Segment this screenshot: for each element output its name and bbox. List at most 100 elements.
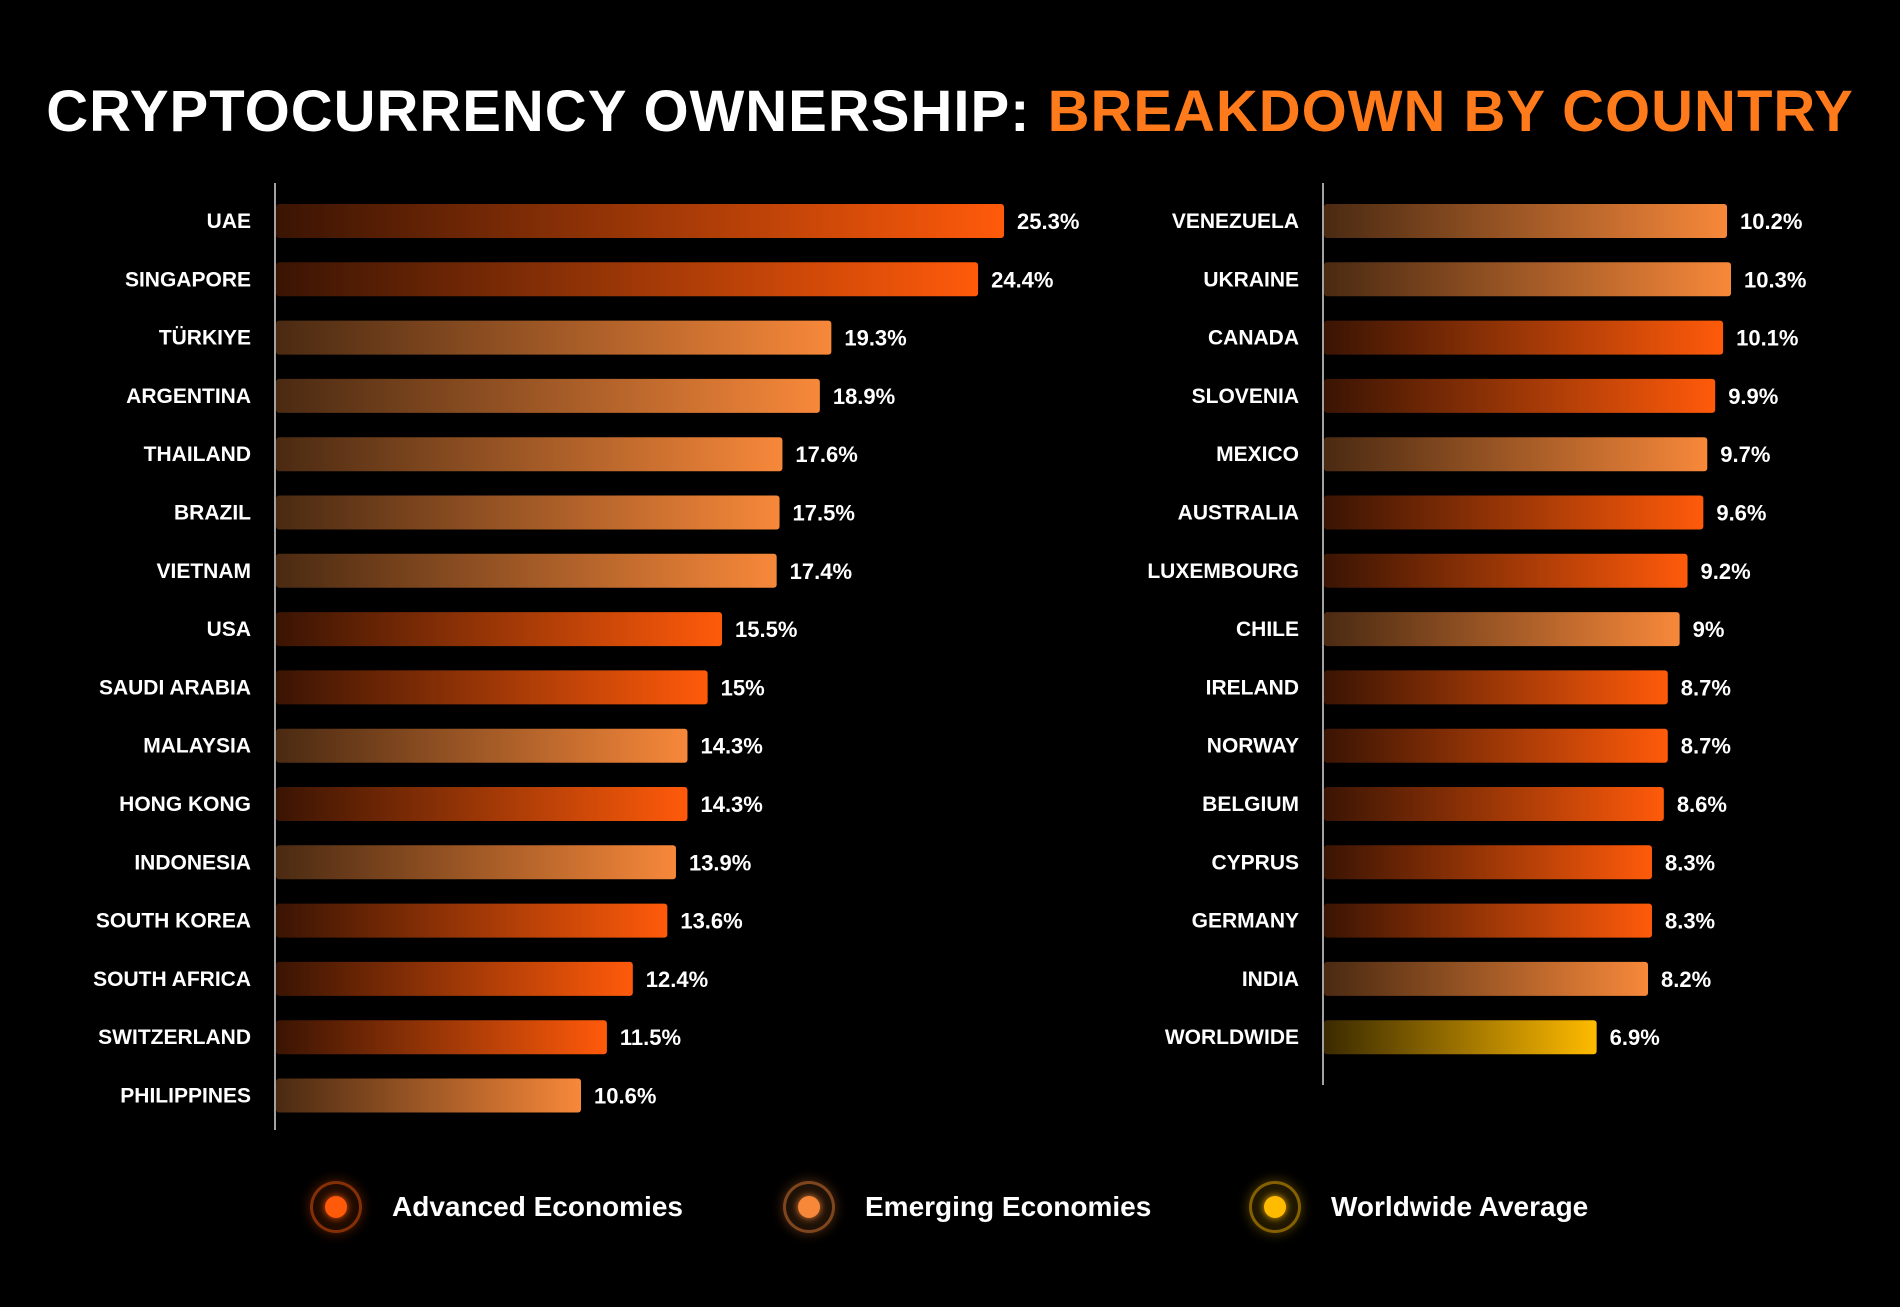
bar-chile [1324, 612, 1680, 647]
legend-label-emerging: Emerging Economies [865, 1191, 1152, 1222]
value-label-malaysia: 14.3% [700, 734, 762, 759]
bar-mexico [1324, 437, 1708, 472]
value-label-thailand: 17.6% [795, 442, 857, 467]
title-part-orange: BREAKDOWN BY COUNTRY [1047, 79, 1854, 144]
bar-philippines [276, 1078, 582, 1113]
value-label-canada: 10.1% [1736, 326, 1798, 351]
bar-south-africa [276, 961, 633, 996]
bar-vietnam [276, 553, 777, 588]
bar-australia [1324, 495, 1704, 530]
value-label-worldwide: 6.9% [1610, 1025, 1660, 1050]
value-label-hong-kong: 14.3% [700, 792, 762, 817]
category-label-vietnam: VIETNAM [157, 560, 252, 583]
category-label-ukraine: UKRAINE [1203, 268, 1299, 291]
category-label-singapore: SINGAPORE [125, 268, 251, 291]
legend-dot-advanced-icon [310, 1181, 362, 1233]
bar-germany [1324, 903, 1652, 938]
bar-usa [276, 612, 723, 647]
category-label-worldwide: WORLDWIDE [1165, 1026, 1299, 1049]
value-label-india: 8.2% [1661, 967, 1711, 992]
bar-slovenia [1324, 378, 1716, 413]
bar-cyprus [1324, 845, 1652, 880]
bar-thailand [276, 437, 783, 472]
chart-area: UAE 25.3% SINGAPORE 24.4% TÜRKIYE 19.3% ARGENT… [93, 183, 1806, 1130]
value-label-cyprus: 8.3% [1665, 850, 1715, 875]
bar-south-korea [276, 903, 668, 938]
bar-singapore [276, 262, 979, 297]
category-label-t-rkiye: TÜRKIYE [159, 327, 251, 350]
category-label-mexico: MEXICO [1216, 443, 1299, 466]
category-label-india: INDIA [1242, 968, 1299, 991]
category-label-australia: AUSTRALIA [1178, 502, 1299, 525]
value-label-uae: 25.3% [1017, 209, 1079, 234]
legend-dot-emerging-icon [783, 1181, 835, 1233]
category-label-cyprus: CYPRUS [1211, 851, 1299, 874]
legend-label-worldwide: Worldwide Average [1331, 1191, 1589, 1222]
category-label-venezuela: VENEZUELA [1172, 210, 1299, 233]
value-label-australia: 9.6% [1716, 501, 1766, 526]
value-label-argentina: 18.9% [833, 384, 895, 409]
category-label-norway: NORWAY [1207, 735, 1299, 758]
bar-canada [1324, 320, 1724, 355]
value-label-saudi-arabia: 15% [721, 675, 765, 700]
bar-worldwide [1324, 1020, 1597, 1055]
legend-label-advanced: Advanced Economies [392, 1191, 683, 1222]
value-label-singapore: 24.4% [991, 267, 1053, 292]
bar-hong-kong [276, 787, 688, 821]
bar-ukraine [1324, 262, 1731, 297]
bar-indonesia [276, 845, 676, 880]
value-label-norway: 8.7% [1681, 734, 1731, 759]
value-label-slovenia: 9.9% [1728, 384, 1778, 409]
category-label-uae: UAE [207, 210, 251, 233]
bar-ireland [1324, 670, 1668, 705]
category-label-ireland: IRELAND [1206, 676, 1299, 699]
bar-belgium [1324, 787, 1664, 821]
value-label-mexico: 9.7% [1720, 442, 1770, 467]
value-label-venezuela: 10.2% [1740, 209, 1802, 234]
category-label-south-africa: SOUTH AFRICA [93, 968, 251, 991]
category-label-switzerland: SWITZERLAND [98, 1026, 251, 1049]
value-label-ukraine: 10.3% [1744, 267, 1806, 292]
legend-item-worldwide: Worldwide Average [1249, 1172, 1588, 1242]
value-label-germany: 8.3% [1665, 909, 1715, 934]
bar-switzerland [276, 1020, 607, 1055]
legend-item-emerging: Emerging Economies [783, 1172, 1151, 1242]
value-label-belgium: 8.6% [1677, 792, 1727, 817]
value-label-luxembourg: 9.2% [1701, 559, 1751, 584]
category-label-chile: CHILE [1236, 618, 1299, 641]
bar-venezuela [1324, 204, 1728, 238]
value-label-south-africa: 12.4% [646, 967, 708, 992]
category-label-brazil: BRAZIL [174, 502, 251, 525]
bar-brazil [276, 495, 780, 530]
category-label-south-korea: SOUTH KOREA [96, 910, 251, 933]
bar-chart-svg: UAE 25.3% SINGAPORE 24.4% TÜRKIYE 19.3% ARGENT… [93, 183, 1806, 1130]
category-label-argentina: ARGENTINA [126, 385, 251, 408]
category-label-belgium: BELGIUM [1202, 793, 1299, 816]
value-label-switzerland: 11.5% [620, 1025, 681, 1050]
bar-argentina [276, 378, 820, 413]
value-label-south-korea: 13.6% [680, 909, 742, 934]
category-label-malaysia: MALAYSIA [143, 735, 251, 758]
category-label-luxembourg: LUXEMBOURG [1147, 560, 1299, 583]
bar-t-rkiye [276, 320, 832, 355]
bar-saudi-arabia [276, 670, 708, 705]
bar-norway [1324, 728, 1668, 763]
legend-dot-worldwide-icon [1249, 1181, 1301, 1233]
value-label-indonesia: 13.9% [689, 850, 751, 875]
value-label-t-rkiye: 19.3% [844, 326, 906, 351]
chart-title: CRYPTOCURRENCY OWNERSHIP: BREAKDOWN BY C… [0, 78, 1900, 145]
value-label-chile: 9% [1693, 617, 1725, 642]
bar-india [1324, 961, 1649, 996]
category-label-canada: CANADA [1208, 327, 1299, 350]
category-label-philippines: PHILIPPINES [120, 1085, 251, 1108]
bar-uae [276, 204, 1004, 238]
value-label-brazil: 17.5% [793, 501, 855, 526]
title-part-white: CRYPTOCURRENCY OWNERSHIP: [46, 79, 1048, 144]
category-label-saudi-arabia: SAUDI ARABIA [99, 676, 251, 699]
bar-luxembourg [1324, 553, 1688, 588]
value-label-ireland: 8.7% [1681, 675, 1731, 700]
category-label-thailand: THAILAND [144, 443, 251, 466]
value-label-vietnam: 17.4% [790, 559, 852, 584]
category-label-hong-kong: HONG KONG [119, 793, 251, 816]
value-label-philippines: 10.6% [594, 1084, 656, 1109]
